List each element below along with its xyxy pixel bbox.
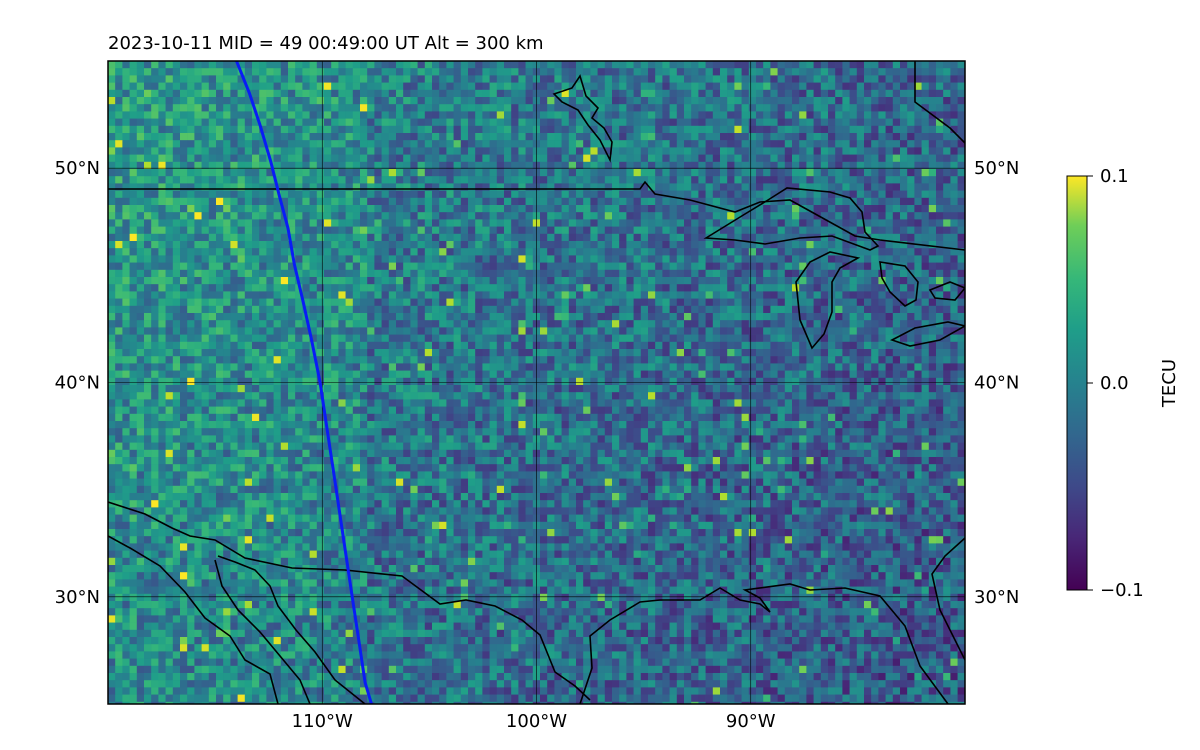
baja-peninsula-coast: [214, 559, 311, 704]
gulf-coast: [579, 583, 949, 704]
map-gridlines: [108, 61, 965, 704]
colorbar-gradient: [1066, 175, 1088, 591]
colorbar-label: TECU: [1159, 359, 1180, 408]
us-canada-border: [108, 180, 965, 251]
figure-title: 2023-10-11 MID = 49 00:49:00 UT Alt = 30…: [108, 33, 544, 54]
lake-superior-outline: [703, 187, 880, 251]
hudson-bay-coast: [914, 61, 965, 144]
lon-tick-label: 110°W: [292, 711, 353, 732]
tec-raster: [108, 61, 965, 704]
lat-tick-label-left: 30°N: [55, 587, 100, 608]
lake-michigan-outline: [795, 251, 861, 350]
coastline-and-borders: [108, 61, 965, 704]
florida-coast: [931, 537, 965, 661]
lake-huron-outline: [879, 261, 919, 307]
colorbar-ticks: 0.1 0.0 −0.1: [1087, 166, 1144, 601]
us-mexico-border: [108, 501, 591, 701]
colorbar-tick-label: 0.0: [1100, 373, 1129, 394]
lat-tick-label-right: 50°N: [974, 158, 1019, 179]
pacific-coast-baja: [108, 535, 279, 704]
gulf-of-california-coast: [217, 555, 366, 704]
lake-erie-outline: [889, 321, 965, 347]
lat-tick-label-right: 30°N: [974, 587, 1019, 608]
colorbar: 0.1 0.0 −0.1 TECU: [1066, 166, 1180, 601]
colorbar-tick-label: −0.1: [1100, 580, 1144, 601]
map-axes: 50°N 50°N 40°N 40°N 30°N 30°N 110°W 100°W 90°W: [55, 158, 1020, 732]
lat-tick-label-left: 40°N: [55, 373, 100, 394]
colorbar-tick-label: 0.1: [1100, 166, 1129, 187]
lake-winnipeg-outline: [552, 74, 613, 163]
lon-tick-label: 90°W: [726, 711, 776, 732]
lat-tick-label-right: 40°N: [974, 373, 1019, 394]
lat-tick-label-left: 50°N: [55, 158, 100, 179]
satellite-trajectory: [235, 61, 373, 704]
map-frame: [107, 60, 966, 705]
map-panel: [108, 61, 965, 704]
lake-ontario-outline: [928, 281, 965, 301]
lon-tick-label: 100°W: [506, 711, 567, 732]
